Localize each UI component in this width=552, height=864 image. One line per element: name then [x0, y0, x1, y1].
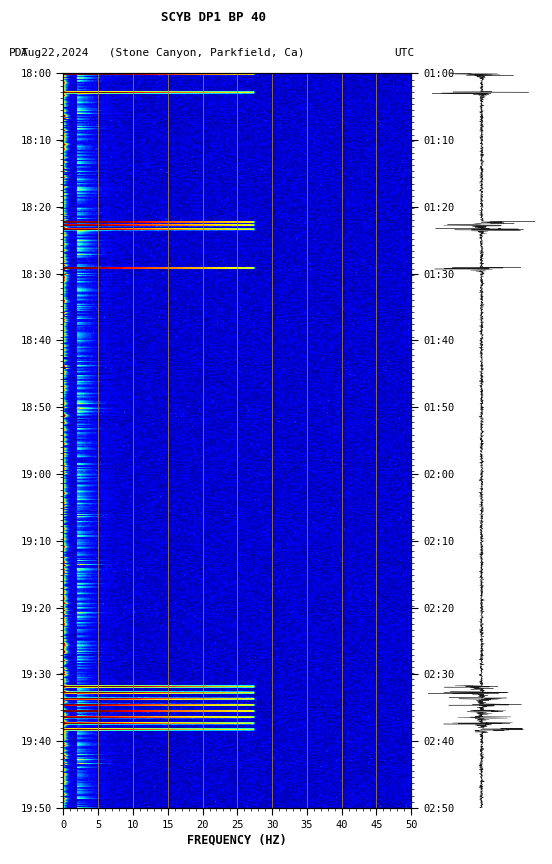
Text: PDT: PDT: [9, 48, 29, 58]
Text: UTC: UTC: [395, 48, 415, 58]
Text: SCYB DP1 BP 40: SCYB DP1 BP 40: [161, 11, 267, 24]
X-axis label: FREQUENCY (HZ): FREQUENCY (HZ): [188, 834, 287, 847]
Text: Aug22,2024   (Stone Canyon, Parkfield, Ca): Aug22,2024 (Stone Canyon, Parkfield, Ca): [21, 48, 304, 58]
